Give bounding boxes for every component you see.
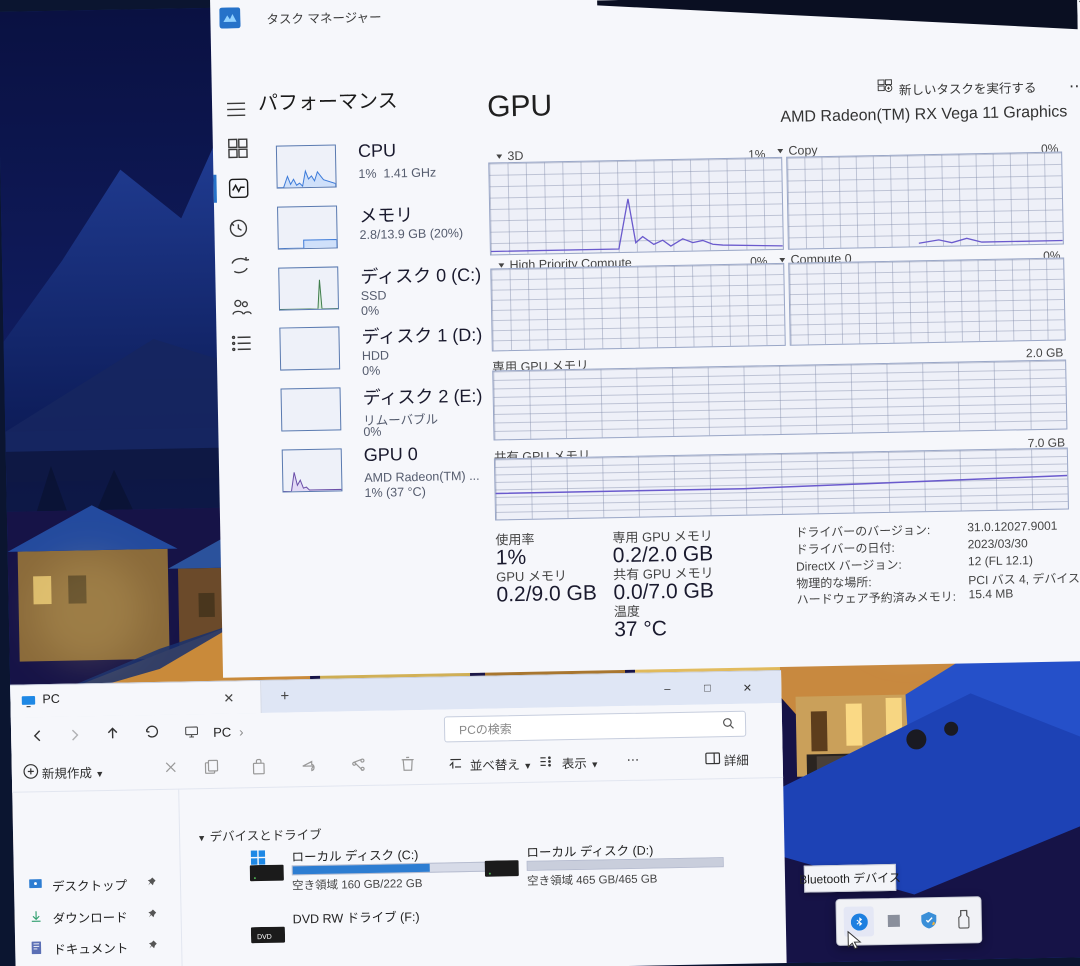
svg-text:DVD: DVD xyxy=(257,934,272,941)
